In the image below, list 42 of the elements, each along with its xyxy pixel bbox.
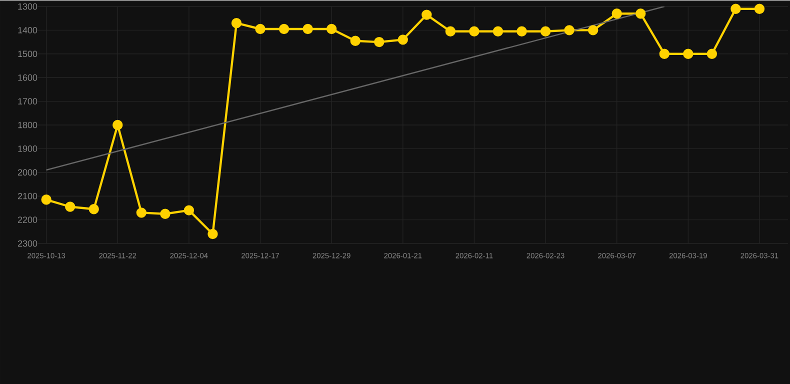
point: [445, 26, 456, 36]
point: [659, 48, 670, 59]
point: [208, 228, 218, 239]
y-tick-label: 1700: [18, 98, 38, 104]
point: [516, 26, 527, 36]
point: [255, 24, 266, 34]
point: [564, 24, 574, 36]
y-tick-label: 1600: [18, 74, 38, 81]
point: [350, 36, 360, 46]
point: [326, 24, 337, 34]
point: [136, 207, 147, 218]
point: [636, 8, 646, 18]
y-tick-label: 1400: [18, 26, 38, 34]
point: [492, 26, 504, 36]
point: [88, 204, 99, 214]
y-tick-label: 2300: [18, 240, 38, 246]
y-tick-label: 1500: [18, 50, 38, 57]
point: [706, 48, 718, 59]
point: [302, 24, 313, 34]
point: [65, 201, 76, 212]
y-tick-label: 1900: [18, 145, 38, 152]
point: [41, 194, 52, 205]
point: [612, 8, 622, 18]
y-tick-label: 2200: [18, 216, 38, 223]
point: [112, 120, 123, 130]
y-tick-label: 2100: [18, 192, 38, 200]
y-tick-label: 1800: [18, 122, 38, 128]
point: [683, 48, 694, 59]
y-tick-label: 1300: [18, 3, 38, 10]
point: [730, 4, 741, 14]
point: [398, 34, 408, 45]
point: [540, 26, 551, 36]
point: [374, 36, 384, 47]
point: [422, 9, 432, 20]
y-tick-label: 2000: [18, 168, 38, 176]
point: [160, 208, 170, 219]
point: [231, 18, 242, 28]
point: [278, 24, 290, 34]
point: [754, 4, 765, 14]
point: [469, 26, 480, 36]
point: [588, 24, 598, 36]
point: [184, 204, 194, 216]
